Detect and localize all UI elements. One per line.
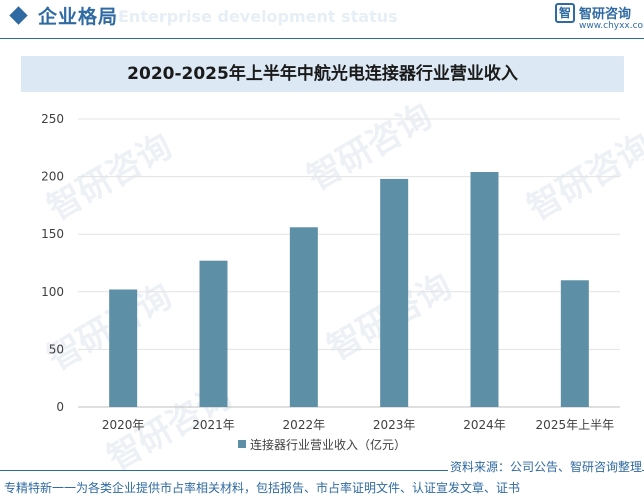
header: Enterprise development status 企业格局 智 智研咨… (0, 0, 644, 36)
bar (380, 178, 409, 407)
y-tick-label: 50 (49, 342, 64, 356)
y-tick-label: 250 (41, 112, 64, 126)
x-axis-ticks: 2020年 2021年 2022年 2023年 2024年 2025年上半年 (102, 418, 614, 432)
chart-title-bar: 2020-2025年上半年中航光电连接器行业营业收入 (21, 56, 624, 92)
footer-divider (0, 470, 644, 471)
y-tick-label: 0 (56, 400, 64, 414)
x-tick-label: 2020年 (102, 418, 145, 432)
gridlines (78, 118, 620, 408)
header-title: 企业格局 (38, 6, 119, 28)
bar (470, 171, 499, 407)
bar (289, 227, 318, 407)
y-tick-label: 150 (41, 227, 64, 241)
x-tick-label: 2025年上半年 (536, 418, 615, 432)
x-tick-label: 2023年 (373, 418, 416, 432)
legend: 连接器行业营业收入（亿元） (238, 437, 406, 452)
source-note: 资料来源：公司公告、智研咨询整理 (447, 458, 642, 475)
bar (109, 289, 138, 407)
logo-icon: 智 (555, 3, 575, 23)
legend-label: 连接器行业营业收入（亿元） (250, 437, 406, 452)
chart-title: 2020-2025年上半年中航光电连接器行业营业收入 (127, 64, 518, 84)
x-tick-label: 2024年 (463, 418, 506, 432)
logo-url: www.chyxx.com (579, 21, 644, 31)
x-tick-label: 2022年 (283, 418, 326, 432)
legend-swatch (238, 440, 246, 448)
x-tick-label: 2021年 (192, 418, 235, 432)
header-divider (0, 38, 644, 39)
logo-name: 智研咨询 (579, 7, 632, 22)
bars (109, 171, 589, 407)
brand-logo: 智 智研咨询 www.chyxx.com (555, 3, 644, 33)
footer-slogan: 专精特新一一为各类企业提供市占率相关材料，包括报告、市占率证明文件、认证宣发文章… (4, 481, 521, 495)
y-axis-ticks: 0 50 100 150 200 250 (41, 112, 64, 414)
bar (560, 280, 589, 407)
header-subtitle: Enterprise development status (118, 7, 398, 26)
y-tick-label: 100 (41, 285, 64, 299)
y-tick-label: 200 (41, 170, 64, 184)
bar (199, 260, 228, 407)
